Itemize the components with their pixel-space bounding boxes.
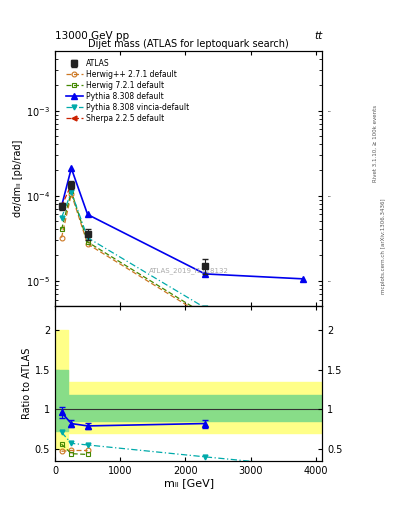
Y-axis label: Ratio to ATLAS: Ratio to ATLAS (22, 348, 32, 419)
Herwig 7.2.1 default (85, 239, 90, 245)
Text: mcplots.cern.ch [arXiv:1306.3436]: mcplots.cern.ch [arXiv:1306.3436] (381, 198, 386, 293)
Text: Rivet 3.1.10, ≥ 100k events: Rivet 3.1.10, ≥ 100k events (373, 105, 378, 182)
X-axis label: mₗₗ [GeV]: mₗₗ [GeV] (163, 478, 214, 488)
Legend: ATLAS, Herwig++ 2.7.1 default, Herwig 7.2.1 default, Pythia 8.308 default, Pythi: ATLAS, Herwig++ 2.7.1 default, Herwig 7.… (64, 57, 190, 124)
Pythia 8.308 default (300, 276, 305, 282)
Herwig++ 2.7.1 default (85, 241, 90, 247)
Pythia 8.308 vincia-default (69, 189, 73, 195)
Y-axis label: dσ/dmₗₗ [pb/rad]: dσ/dmₗₗ [pb/rad] (13, 140, 23, 218)
Line: Pythia 8.308 vincia-default: Pythia 8.308 vincia-default (59, 189, 305, 319)
Text: 13000 GeV pp: 13000 GeV pp (55, 31, 129, 41)
Line: Pythia 8.308 default: Pythia 8.308 default (59, 165, 305, 282)
Herwig 7.2.1 default (202, 311, 207, 317)
Line: Herwig++ 2.7.1 default: Herwig++ 2.7.1 default (59, 191, 305, 324)
Pythia 8.308 default (59, 203, 64, 209)
Line: Herwig 7.2.1 default: Herwig 7.2.1 default (59, 189, 305, 321)
Sherpa 2.2.5 default (69, 181, 73, 187)
Pythia 8.308 vincia-default (300, 313, 305, 319)
Herwig++ 2.7.1 default (300, 318, 305, 325)
Herwig 7.2.1 default (300, 315, 305, 322)
Pythia 8.308 default (69, 165, 73, 172)
Herwig++ 2.7.1 default (69, 191, 73, 197)
Line: Sherpa 2.2.5 default: Sherpa 2.2.5 default (59, 182, 74, 209)
Pythia 8.308 vincia-default (202, 305, 207, 311)
Text: ATLAS_2019_I1718132: ATLAS_2019_I1718132 (149, 267, 229, 274)
Pythia 8.308 default (85, 211, 90, 218)
Sherpa 2.2.5 default (59, 203, 64, 209)
Pythia 8.308 vincia-default (85, 234, 90, 241)
Herwig++ 2.7.1 default (59, 234, 64, 241)
Herwig 7.2.1 default (69, 188, 73, 195)
Herwig++ 2.7.1 default (202, 313, 207, 319)
Title: Dijet mass (ATLAS for leptoquark search): Dijet mass (ATLAS for leptoquark search) (88, 39, 289, 49)
Herwig 7.2.1 default (59, 226, 64, 232)
Pythia 8.308 default (202, 271, 207, 277)
Text: tt: tt (314, 31, 322, 41)
Pythia 8.308 vincia-default (59, 215, 64, 221)
